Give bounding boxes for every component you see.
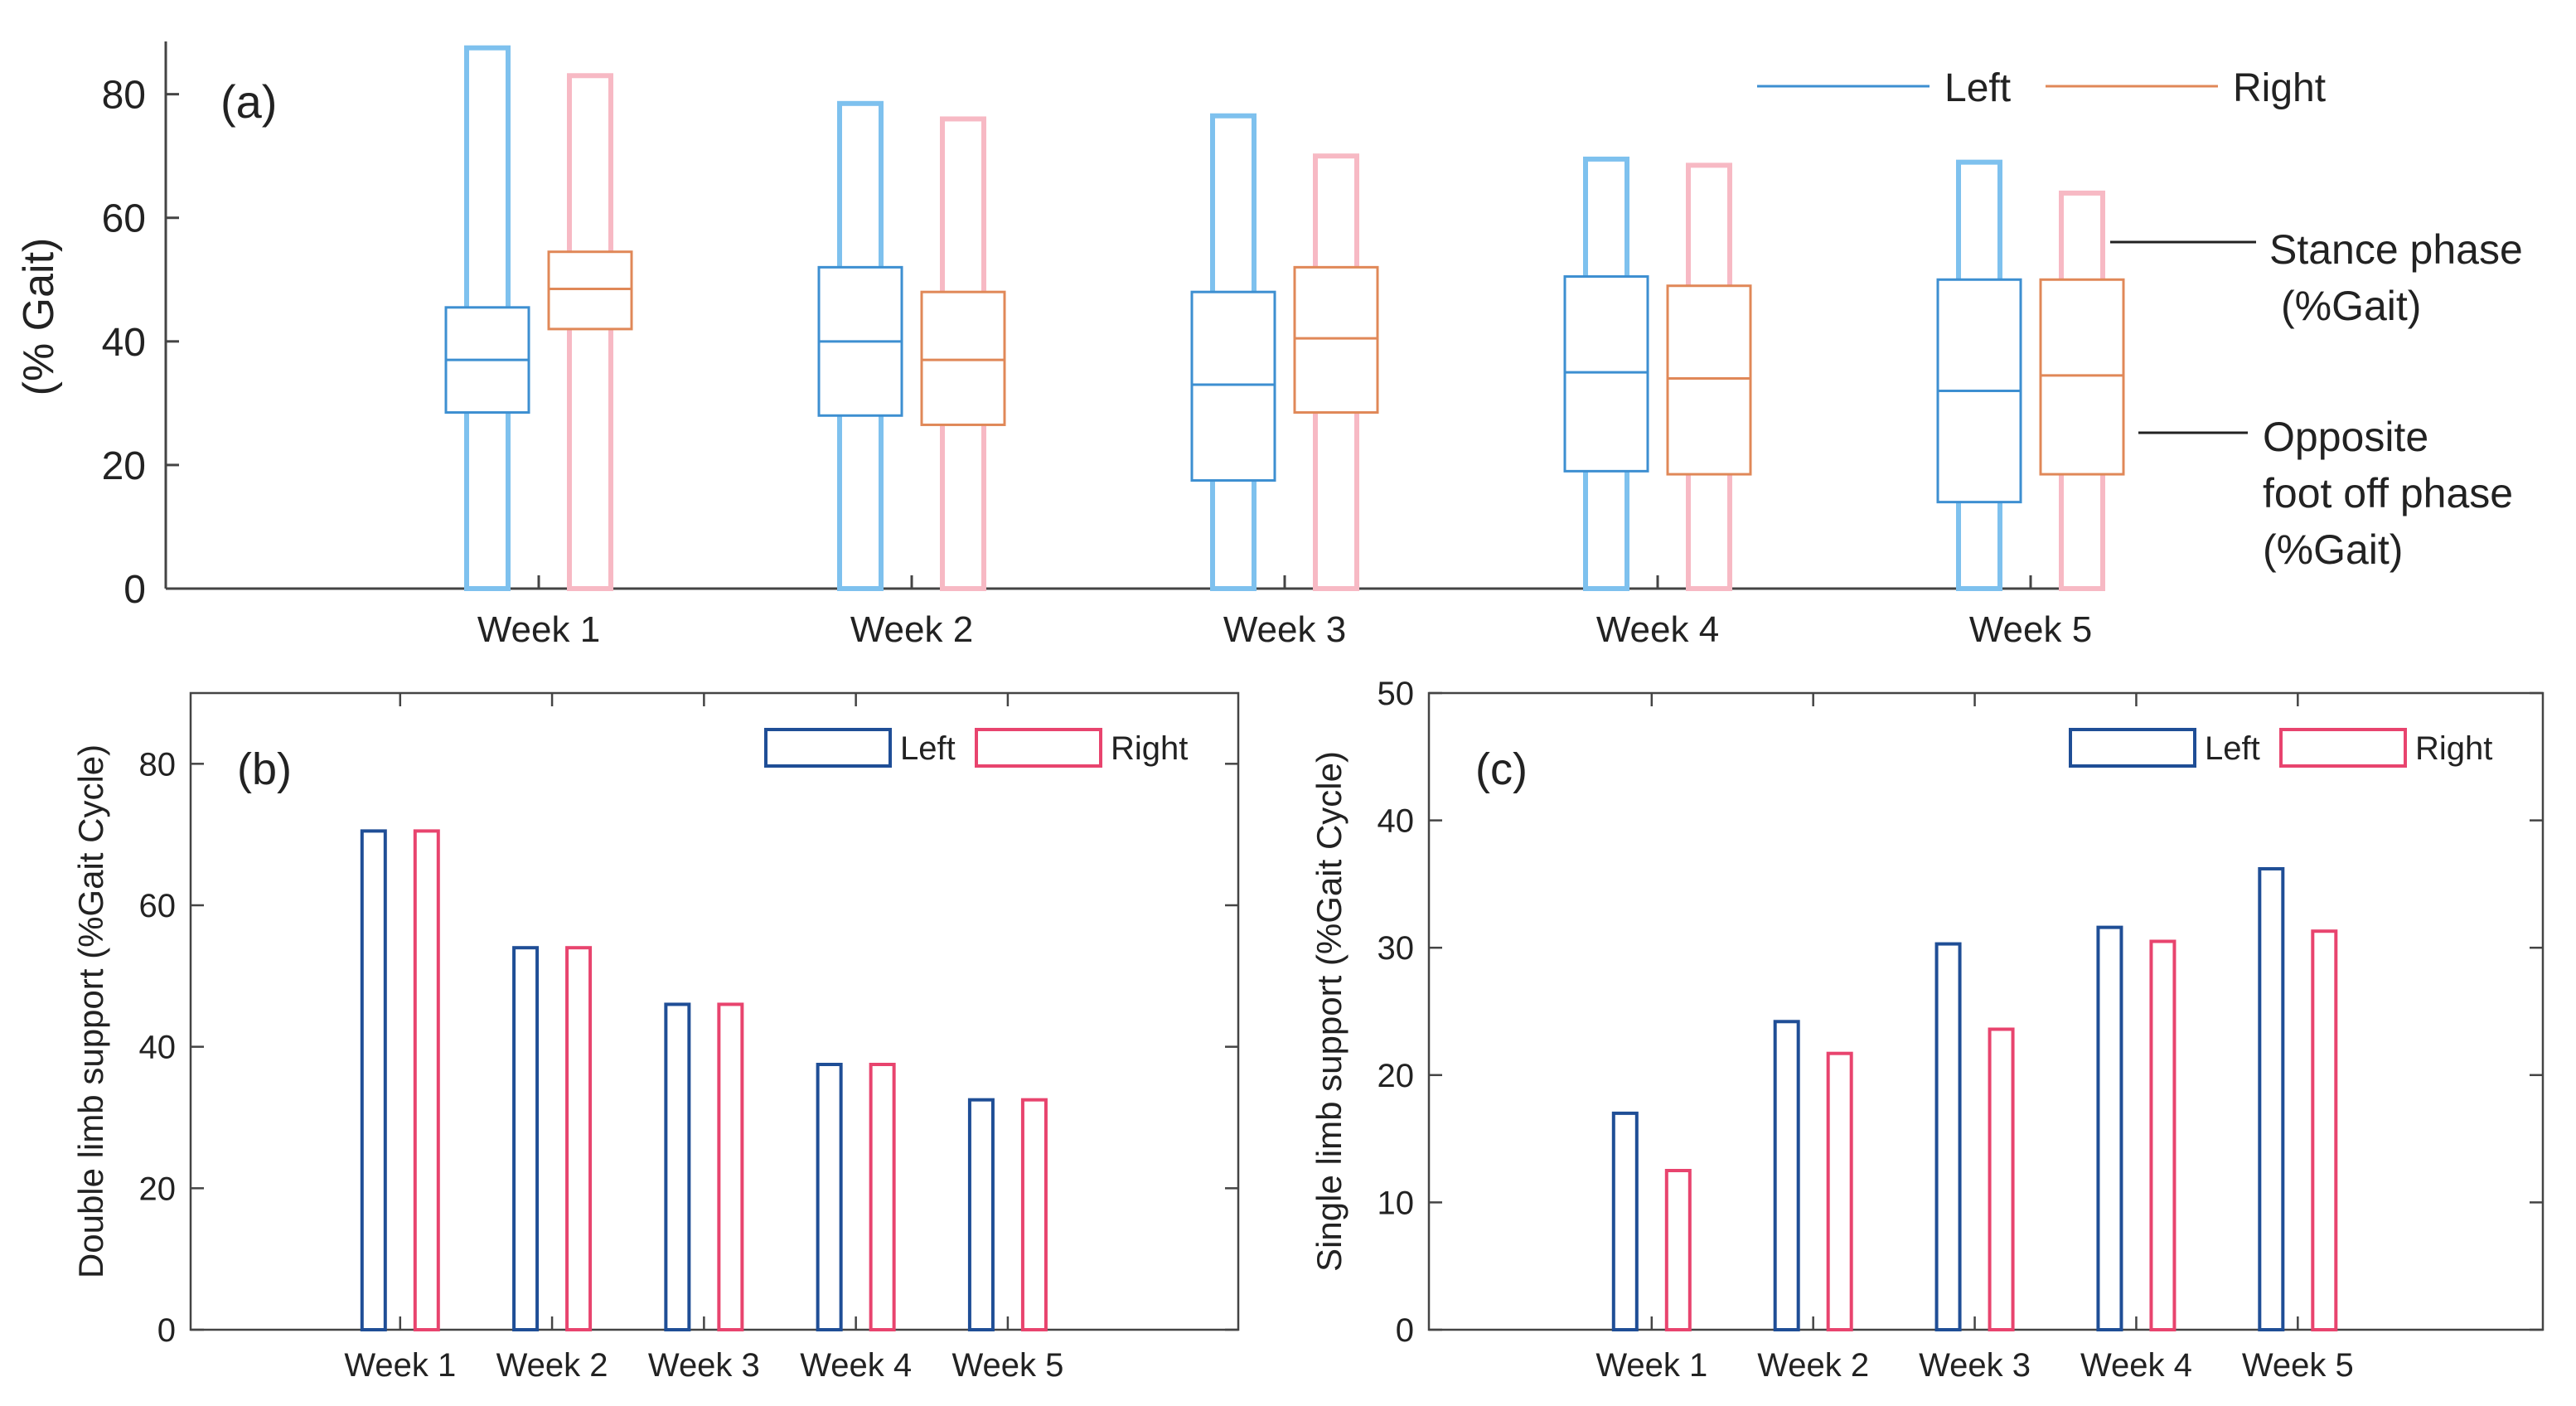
left-bar <box>1934 942 1962 1332</box>
right-bar <box>1664 1169 1692 1331</box>
right-iqr-box <box>1666 284 1752 476</box>
x-tick-label: Week 3 <box>648 1347 760 1384</box>
opposite-foot-off-annotation: Opposite <box>2263 414 2428 460</box>
x-tick-label: Week 5 <box>1969 609 2092 650</box>
left-bar <box>2258 866 2285 1331</box>
legend-left-label: Left <box>1944 66 2011 110</box>
left-bar <box>664 1002 691 1331</box>
right-whisker-bar <box>567 73 613 592</box>
panel-label: (a) <box>220 75 277 128</box>
plot-frame <box>189 691 1240 1331</box>
legend-left-swatch <box>764 728 892 768</box>
stance-phase-annotation-unit: (%Gait) <box>2281 283 2421 329</box>
left-bar <box>1611 1111 1639 1331</box>
right-bar <box>1826 1051 1853 1331</box>
stance-phase-annotation: Stance phase <box>2269 226 2523 273</box>
right-bar <box>413 829 440 1331</box>
panel-label: (b) <box>237 744 292 794</box>
y-tick-label: 60 <box>139 888 177 924</box>
left-bar <box>2096 925 2123 1332</box>
legend-right-swatch <box>2279 728 2407 768</box>
left-iqr-box <box>1190 290 1276 482</box>
y-tick-label: 80 <box>102 74 146 118</box>
right-iqr-box <box>547 250 633 331</box>
x-tick-label: Week 5 <box>951 1347 1063 1384</box>
left-bar <box>1773 1020 1800 1331</box>
panel-b-double-limb-support-chart: 0 20 40 60 80 Week 1 Week 2 Week 3 Week 4 Week 5 D… <box>71 691 1240 1384</box>
right-bar <box>869 1063 896 1331</box>
right-bar <box>2311 929 2338 1332</box>
x-tick-label: Week 2 <box>850 609 973 650</box>
left-bar <box>967 1098 995 1331</box>
x-tick-label: Week 1 <box>344 1347 456 1384</box>
x-tick-label: Week 3 <box>1223 609 1346 650</box>
right-iqr-box <box>1293 265 1379 415</box>
legend-right-label: Right <box>2415 730 2492 767</box>
legend-left-label: Left <box>2205 730 2260 767</box>
opposite-foot-off-annotation-line2: foot off phase <box>2263 470 2513 516</box>
x-tick-label: Week 1 <box>477 609 600 650</box>
legend-right-swatch <box>975 728 1102 768</box>
legend-right-label: Right <box>1111 730 1188 767</box>
left-iqr-box <box>1563 275 1649 473</box>
legend-left-label: Left <box>900 730 956 767</box>
x-tick-label: Week 5 <box>2242 1347 2354 1384</box>
y-tick-label: 0 <box>123 568 146 612</box>
legend-left-swatch <box>2069 728 2196 768</box>
x-tick-label: Week 4 <box>1596 609 1719 650</box>
x-tick-label: Week 4 <box>800 1347 912 1384</box>
x-tick-label: Week 2 <box>1757 1347 1869 1384</box>
y-tick-label: 20 <box>139 1171 177 1207</box>
left-bar <box>816 1063 843 1331</box>
y-tick-label: 40 <box>1378 803 1415 840</box>
left-bar <box>360 829 387 1331</box>
y-axis-label: (% Gait) <box>15 238 63 396</box>
right-bar <box>565 946 593 1331</box>
y-tick-label: 20 <box>102 444 146 488</box>
right-iqr-box <box>2039 278 2125 476</box>
x-tick-label: Week 2 <box>496 1347 608 1384</box>
x-tick-label: Week 4 <box>2080 1347 2192 1384</box>
right-bar <box>2149 939 2177 1332</box>
right-bar <box>717 1002 744 1331</box>
plot-frame <box>1427 691 2545 1331</box>
legend-right-label: Right <box>2233 66 2326 110</box>
y-tick-label: 0 <box>157 1312 176 1349</box>
y-tick-label: 20 <box>1378 1058 1415 1094</box>
y-axis-label: Single limb support (%Gait Cycle) <box>1310 751 1349 1272</box>
panel-a-gait-phase-boxplot: 0 20 40 60 80 Week 1 Week 2 Week 3 Week 4 Week 5 (… <box>15 41 2523 650</box>
left-bar <box>512 946 540 1331</box>
y-tick-label: 0 <box>1396 1312 1414 1349</box>
right-bar <box>1020 1098 1048 1331</box>
panel-label: (c) <box>1475 744 1528 794</box>
x-tick-label: Week 1 <box>1595 1347 1707 1384</box>
y-tick-label: 30 <box>1378 930 1415 967</box>
y-tick-label: 80 <box>139 746 177 783</box>
y-tick-label: 10 <box>1378 1185 1415 1221</box>
y-tick-label: 40 <box>139 1030 177 1066</box>
y-tick-label: 50 <box>1378 676 1415 712</box>
y-tick-label: 40 <box>102 321 146 365</box>
right-bar <box>1988 1027 2015 1332</box>
opposite-foot-off-annotation-unit: (%Gait) <box>2263 526 2403 573</box>
y-axis-label: Double limb support (%Gait Cycle) <box>71 744 110 1278</box>
x-tick-label: Week 3 <box>1919 1347 2031 1384</box>
y-tick-label: 60 <box>102 197 146 241</box>
panel-c-single-limb-support-chart: 0 10 20 30 40 50 Week 1 Week 2 Week 3 Week 4 Week … <box>1310 676 2545 1384</box>
right-iqr-box <box>920 290 1006 426</box>
